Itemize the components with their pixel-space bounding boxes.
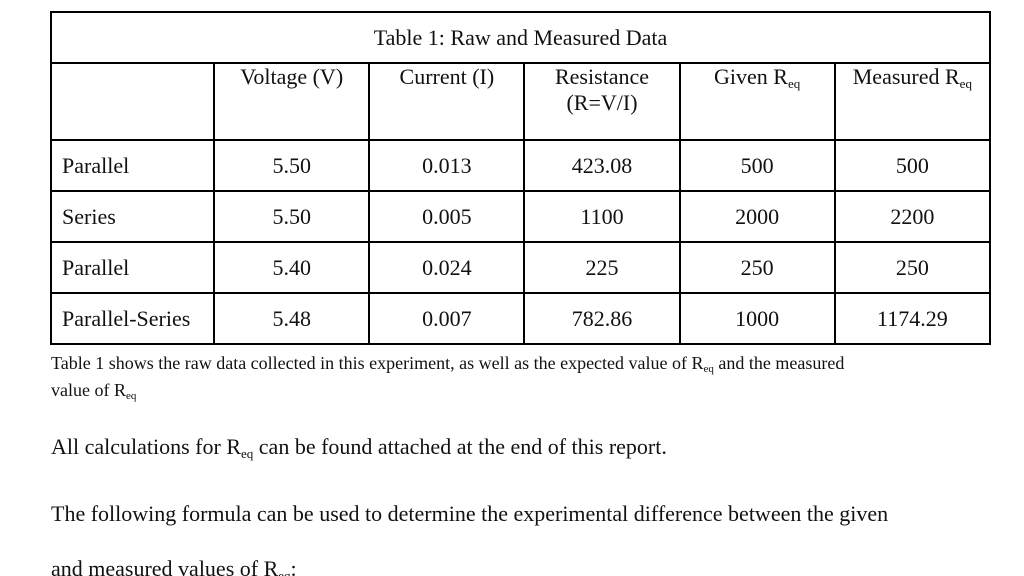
cell-voltage: 5.50 [213, 190, 371, 243]
cell-measured-req: 1174.29 [833, 292, 992, 345]
table-row: Series 5.50 0.005 1100 2000 2200 [49, 190, 992, 243]
header-resistance: Resistance (R=V/I) [523, 62, 681, 141]
row-label: Parallel-Series [49, 292, 216, 345]
table-title: Table 1: Raw and Measured Data [50, 11, 991, 64]
header-measured-req: Measured Req [833, 62, 992, 141]
table-row: Parallel 5.50 0.013 423.08 500 500 [49, 139, 992, 192]
cell-current: 0.007 [368, 292, 526, 345]
cell-current: 0.013 [368, 139, 526, 192]
cell-given-req: 500 [678, 139, 836, 192]
cell-resistance: 1100 [523, 190, 681, 243]
cell-voltage: 5.48 [213, 292, 371, 345]
paragraph-formula-intro-cont: and measured values of Req: [51, 556, 297, 576]
table-caption: Table 1 shows the raw data collected in … [51, 353, 845, 402]
cell-resistance: 423.08 [523, 139, 681, 192]
table-header-row: Voltage (V) Current (I) Resistance (R=V/I… [49, 62, 992, 141]
cell-voltage: 5.50 [213, 139, 371, 192]
paragraph-calculations: All calculations for Req can be found at… [51, 434, 667, 461]
header-given-req: Given Req [678, 62, 836, 141]
row-label: Series [49, 190, 216, 243]
cell-current: 0.024 [368, 241, 526, 294]
cell-current: 0.005 [368, 190, 526, 243]
cell-given-req: 1000 [678, 292, 836, 345]
cell-resistance: 225 [523, 241, 681, 294]
row-label: Parallel [49, 139, 216, 192]
cell-measured-req: 500 [833, 139, 992, 192]
cell-voltage: 5.40 [213, 241, 371, 294]
cell-measured-req: 250 [833, 241, 992, 294]
table-row: Parallel-Series 5.48 0.007 782.86 1000 1… [49, 292, 992, 345]
header-voltage: Voltage (V) [213, 62, 371, 141]
header-current: Current (I) [368, 62, 526, 141]
table-row: Parallel 5.40 0.024 225 250 250 [49, 241, 992, 294]
cell-measured-req: 2200 [833, 190, 992, 243]
cell-given-req: 250 [678, 241, 836, 294]
table-title-row: Table 1: Raw and Measured Data [50, 11, 991, 64]
header-empty [49, 62, 216, 141]
row-label: Parallel [49, 241, 216, 294]
paragraph-formula-intro: The following formula can be used to det… [51, 501, 889, 526]
cell-given-req: 2000 [678, 190, 836, 243]
cell-resistance: 782.86 [523, 292, 681, 345]
data-table: Table 1: Raw and Measured Data Voltage (… [49, 11, 992, 345]
